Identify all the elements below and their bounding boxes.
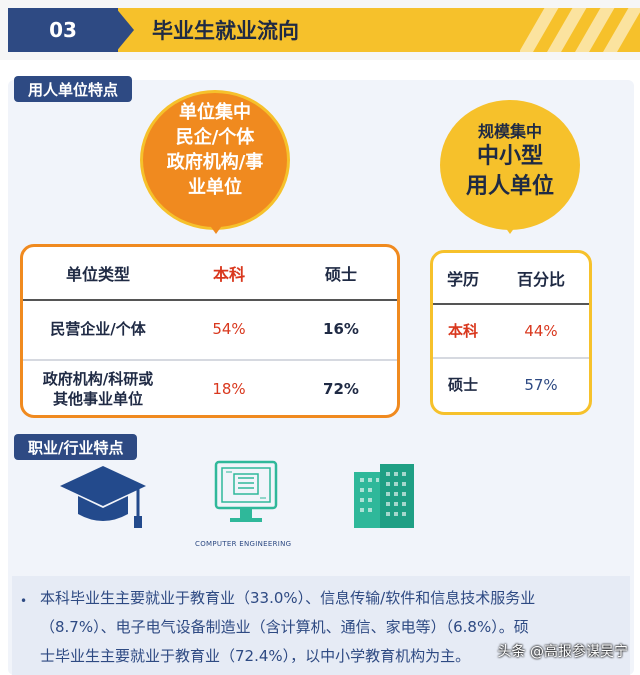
bubble-line-3: 用人单位 (465, 174, 554, 199)
bubble-line-3: 政府机构/事 (166, 152, 264, 173)
master-value: 72% (323, 380, 359, 398)
table-header-row: 学历 百分比 (433, 253, 589, 303)
bubble-text: 单位集中 民企/个体 政府机构/事 业单位 (140, 100, 290, 200)
table-row: 政府机构/科研或 其他事业单位 18% 72% (23, 361, 397, 415)
header-stripes (520, 8, 640, 52)
watermark: 头条 @高报参谋吴宁 (497, 644, 628, 660)
row-label: 政府机构/科研或 其他事业单位 (23, 361, 173, 415)
master-value: 16% (323, 320, 359, 338)
bubble-line-1: 规模集中 (477, 122, 542, 141)
table-header: 学历 (446, 270, 479, 289)
buildings-icon (350, 462, 420, 534)
computer-engineering-icon (214, 460, 278, 536)
header-bar: 03 毕业生就业流向 (0, 0, 640, 60)
table-header: 硕士 (324, 265, 357, 284)
table-header: 本科 (212, 265, 245, 284)
table-header-row: 单位类型 本科 硕士 (23, 247, 397, 299)
notes-line-3: 士毕业生主要就业于教育业（72.4%），以中小学教育机构为主。 (40, 647, 471, 665)
bachelor-value: 18% (212, 380, 246, 398)
unit-type-table: 单位类型 本科 硕士 民营企业/个体 54% 16% 政府机构/科研或 其他事业… (20, 244, 400, 418)
bubble-line-2: 民企/个体 (175, 127, 255, 148)
bubble-unit-concentration: 单位集中 民企/个体 政府机构/事 业单位 (140, 90, 290, 234)
row-label-line-2: 其他事业单位 (52, 390, 143, 408)
table-row: 民营企业/个体 54% 16% (23, 301, 397, 357)
section-label-employer: 用人单位特点 (14, 76, 133, 102)
notes-line-1: 本科毕业生主要就业于教育业（33.0%）、信息传输/软件和信息技术服务业 (40, 589, 536, 607)
section-label-occupation: 职业/行业特点 (14, 434, 138, 460)
row-label: 硕士 (447, 376, 478, 394)
notes-line-2: （8.7%）、电子电气设备制造业（含计算机、通信、家电等）（6.8%）。硕 (40, 618, 529, 636)
graduation-cap-icon (58, 462, 148, 536)
notes-box (12, 576, 630, 675)
table-row: 本科 44% (433, 305, 589, 357)
table-divider (23, 359, 397, 361)
bubble-pointer (206, 220, 226, 234)
percent-value: 44% (524, 322, 558, 340)
bubble-circle (440, 100, 580, 230)
bubble-line-1: 单位集中 (179, 102, 251, 123)
table-divider (23, 299, 397, 301)
bubble-line-2-3: 中小型 用人单位 (440, 142, 580, 202)
bubble-line-2: 中小型 (476, 144, 543, 169)
percent-value: 57% (524, 376, 558, 394)
table-header: 百分比 (516, 270, 565, 289)
icon-caption: COMPUTER ENGINEERING (195, 540, 292, 548)
bubble-line-4: 业单位 (188, 177, 242, 198)
table-divider (433, 357, 589, 359)
row-label: 本科 (447, 322, 478, 340)
table-header: 单位类型 (65, 265, 130, 284)
notes-text: 本科毕业生主要就业于教育业（33.0%）、信息传输/软件和信息技术服务业 （8.… (40, 584, 620, 671)
bullet-icon: • (20, 594, 28, 608)
page-title: 毕业生就业流向 (152, 19, 299, 43)
section-number: 03 (8, 8, 118, 52)
bubble-scale-concentration: 规模集中 中小型 用人单位 (440, 100, 580, 234)
table-divider (433, 303, 589, 305)
row-label: 民营企业/个体 (50, 320, 146, 338)
degree-percent-table: 学历 百分比 本科 44% 硕士 57% (430, 250, 592, 415)
bubble-pointer (500, 220, 520, 234)
bachelor-value: 54% (212, 320, 246, 338)
row-label-line-1: 政府机构/科研或 (42, 370, 154, 388)
table-row: 硕士 57% (433, 359, 589, 411)
